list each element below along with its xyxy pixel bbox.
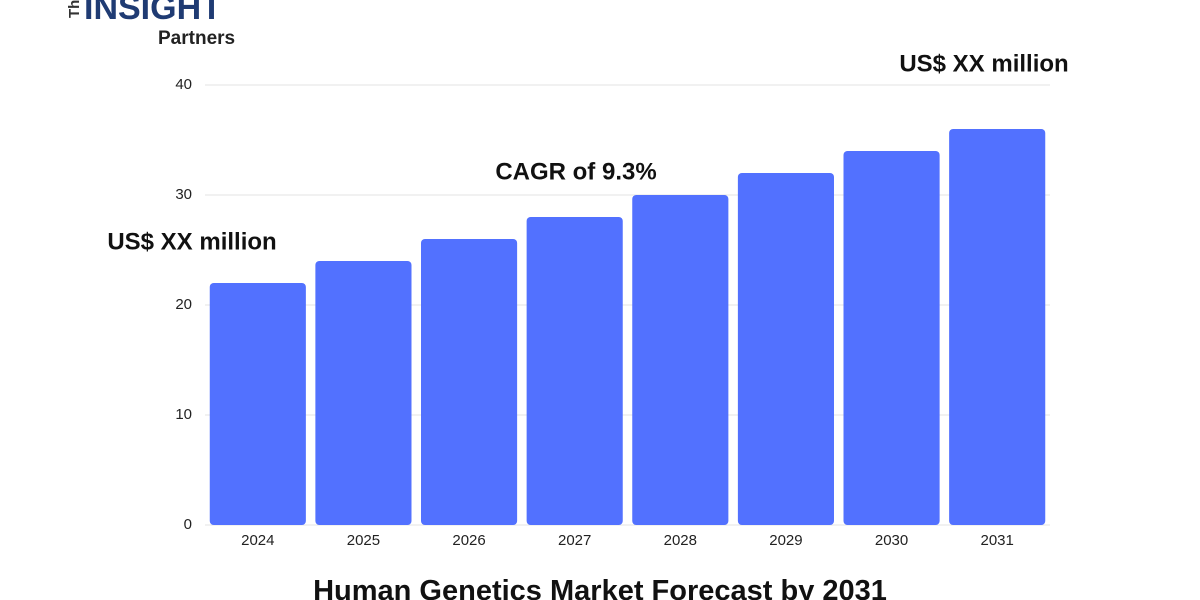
x-tick-label: 2026 xyxy=(452,532,485,549)
logo-name: INSIGHT xyxy=(84,0,222,27)
bar xyxy=(421,239,518,525)
logo-prefix: The xyxy=(66,0,83,18)
bar xyxy=(209,283,306,525)
x-tick-label: 2027 xyxy=(558,532,591,549)
x-tick-label: 2024 xyxy=(241,532,274,549)
y-tick-label: 0 xyxy=(184,516,192,533)
y-tick-label: 20 xyxy=(175,296,192,313)
y-tick-label: 40 xyxy=(175,76,192,93)
x-tick-label: 2030 xyxy=(875,532,908,549)
bar xyxy=(843,151,940,525)
bar xyxy=(315,261,412,525)
logo-sub: Partners xyxy=(158,28,235,49)
bar xyxy=(632,195,729,525)
annotation: CAGR of 9.3% xyxy=(495,158,656,185)
logo: The INSIGHT Partners xyxy=(66,0,235,49)
x-tick-label: 2028 xyxy=(664,532,697,549)
bar xyxy=(737,173,834,525)
y-tick-label: 10 xyxy=(175,406,192,423)
x-tick-label: 2031 xyxy=(981,532,1014,549)
annotation: US$ XX million xyxy=(107,228,276,255)
bar xyxy=(949,129,1046,525)
x-tick-label: 2029 xyxy=(769,532,802,549)
bar xyxy=(526,217,623,525)
x-tick-label: 2025 xyxy=(347,532,380,549)
annotation: US$ XX million xyxy=(899,50,1068,77)
chart-title: Human Genetics Market Forecast by 2031 xyxy=(313,575,887,600)
y-tick-label: 30 xyxy=(175,186,192,203)
